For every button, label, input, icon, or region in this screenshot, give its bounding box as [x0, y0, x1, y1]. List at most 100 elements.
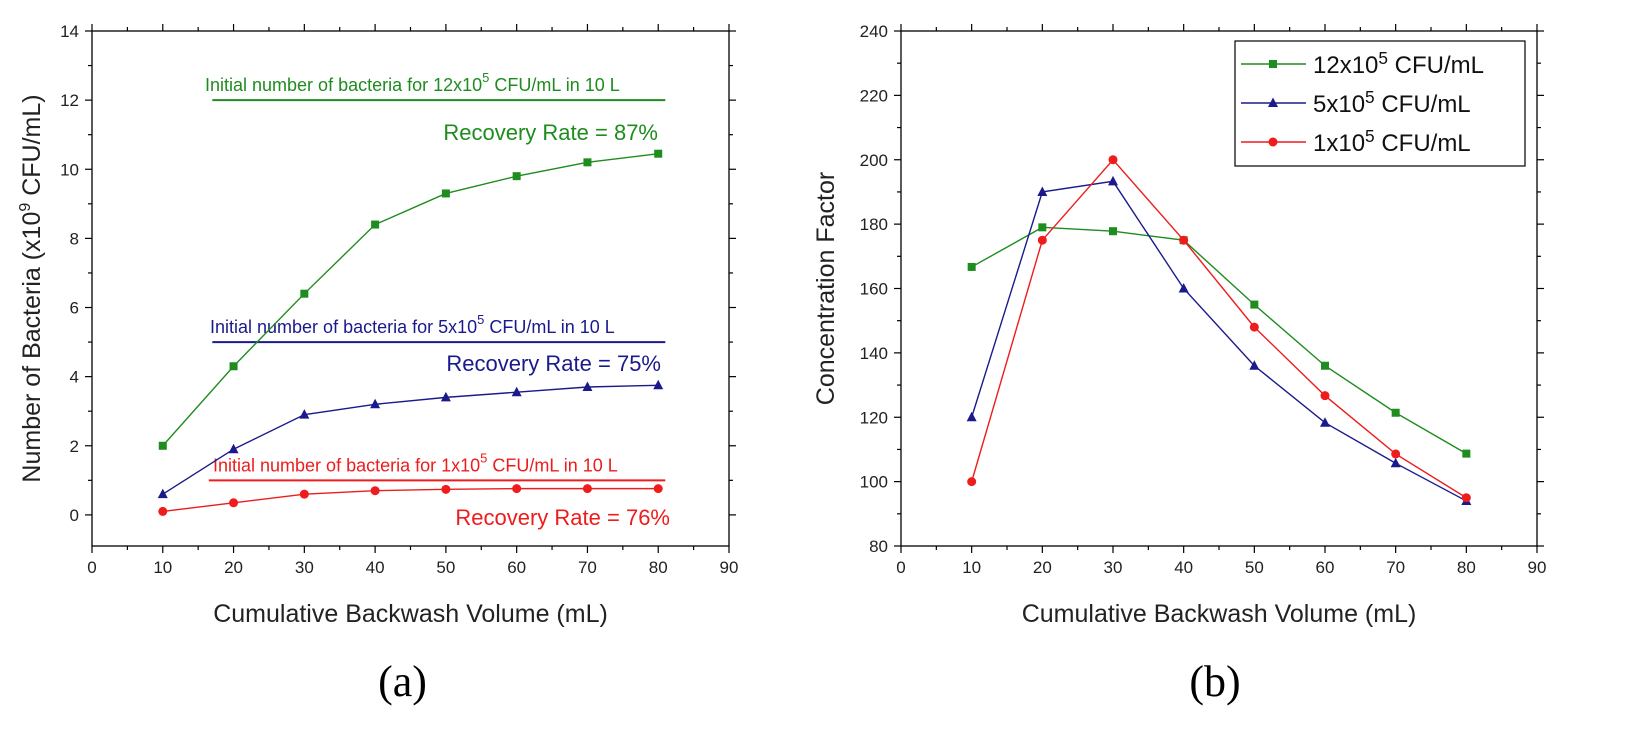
- chart-b-legend-label-text: 12x10: [1313, 52, 1378, 79]
- chart-b-legend-label: 12x105 CFU/mL: [1313, 48, 1484, 79]
- chart-b-legend-label: 1x105 CFU/mL: [1313, 126, 1471, 157]
- chart-a-y-tick-label: 4: [70, 368, 79, 387]
- chart-b-data-point: [1178, 283, 1189, 293]
- chart-b-data-point: [1320, 417, 1330, 427]
- chart-a-x-tick-label: 20: [224, 558, 243, 577]
- chart-b-y-tick-label: 80: [869, 537, 888, 556]
- chart-b-legend-label-sup: 5: [1365, 87, 1375, 107]
- chart-b-legend-label-post: CFU/mL: [1388, 52, 1484, 79]
- chart-a-y-tick-label: 12: [60, 91, 79, 110]
- chart-a-series-0: [158, 149, 663, 450]
- chart-b-x-tick-label: 50: [1245, 558, 1264, 577]
- chart-a-y-tick-label: 0: [70, 506, 79, 525]
- chart-a-data-point: [229, 498, 239, 508]
- chart-b-data-point: [1390, 457, 1401, 468]
- chart-b-x-tick-label: 30: [1104, 558, 1123, 577]
- chart-a-x-tick-label: 0: [87, 558, 96, 577]
- chart-a-data-point: [228, 443, 239, 454]
- chart-b-data-point: [1109, 227, 1117, 236]
- chart-b-y-tick-label: 120: [860, 408, 888, 427]
- chart-b-series-line: [971, 226, 1467, 455]
- chart-a-data-point: [653, 484, 663, 494]
- chart-a-reference-label: Initial number of bacteria for 12x105 CF…: [205, 70, 620, 95]
- chart-a-x-tick-label: 90: [720, 558, 739, 577]
- chart-a-reference-label-sup: 5: [482, 70, 489, 85]
- chart-b-legend-item: 1x105 CFU/mL: [1241, 126, 1471, 157]
- chart-a-series-line: [162, 384, 659, 495]
- chart-a-series-line: [162, 153, 659, 447]
- chart-a-reference-line-group: Initial number of bacteria for 5x105 CFU…: [210, 312, 666, 376]
- chart-a-data-point: [158, 441, 167, 450]
- chart-a-recovery-rate: Recovery Rate = 87%: [443, 120, 658, 145]
- chart-b-y-tick-label: 200: [860, 151, 888, 170]
- chart-b-data-point: [1037, 186, 1048, 196]
- chart-a-reference-label-post: CFU/mL in 10 L: [487, 455, 617, 475]
- chart-b-legend-item: 5x105 CFU/mL: [1241, 87, 1471, 118]
- chart-b: 0 10 20 30 40 50 60 70 80 90 80 100 120 140 160 180 200 2…: [812, 22, 1546, 706]
- chart-a-reference-label-post: CFU/mL in 10 L: [489, 75, 619, 95]
- chart-a-series-2: [158, 484, 663, 516]
- chart-a-data-point: [371, 220, 380, 229]
- chart-a-data-point: [157, 488, 168, 499]
- chart-b-series-2: [967, 155, 1471, 503]
- chart-a-x-tick-label: 60: [507, 558, 526, 577]
- chart-b-x-tick-label: 10: [962, 558, 981, 577]
- chart-b-data-point: [966, 411, 977, 422]
- chart-b-y-tick-label: 240: [860, 22, 888, 41]
- chart-b-x-tick-label: 0: [896, 558, 905, 577]
- chart-b-data-point: [1037, 235, 1047, 245]
- chart-b-data-point: [967, 262, 976, 271]
- chart-b-x-axis-title: Cumulative Backwash Volume (mL): [1022, 600, 1417, 628]
- chart-a-panel-label: (a): [378, 657, 427, 706]
- chart-a-data-point: [512, 484, 522, 494]
- chart-b-data-point: [1108, 175, 1118, 186]
- chart-b-data-point: [1249, 360, 1260, 370]
- chart-a-data-point: [299, 489, 309, 499]
- chart-b-data-point: [1462, 449, 1471, 458]
- chart-b-data-point: [1391, 449, 1401, 459]
- chart-a-data-point: [158, 506, 168, 516]
- chart-b-legend-swatch-marker: [1268, 97, 1278, 107]
- chart-b-y-tick-label: 100: [860, 473, 888, 492]
- chart-b-legend-swatch-marker: [1268, 137, 1278, 147]
- chart-a-data-point: [583, 158, 592, 167]
- chart-b-y-tick-label: 160: [860, 280, 888, 299]
- chart-b-x-tick-label: 40: [1174, 558, 1193, 577]
- chart-a-series-line: [162, 487, 659, 513]
- chart-a-data-point: [300, 289, 309, 298]
- chart-b-series-line: [970, 158, 1467, 499]
- chart-a-x-tick-label: 40: [366, 558, 385, 577]
- chart-a-reference-line-group: Initial number of bacteria for 12x105 CF…: [205, 70, 666, 145]
- chart-b-y-axis-title: Concentration Factor: [812, 172, 840, 405]
- chart-b-legend-label-post: CFU/mL: [1375, 91, 1471, 118]
- chart-a-recovery-rate: Recovery Rate = 75%: [446, 351, 661, 376]
- chart-a-x-tick-label: 70: [578, 558, 597, 577]
- chart-b-y-tick-label: 220: [860, 86, 888, 105]
- chart-b-data-point: [1321, 361, 1329, 370]
- chart-a-data-point: [582, 381, 593, 392]
- chart-a-reference-label-post: CFU/mL in 10 L: [484, 317, 614, 337]
- chart-a-data-point: [654, 149, 663, 158]
- chart-b-legend-label: 5x105 CFU/mL: [1313, 87, 1471, 118]
- chart-a-x-tick-label: 50: [436, 558, 455, 577]
- chart-a-y-tick-label: 2: [70, 437, 79, 456]
- chart-a-data-point: [582, 484, 592, 494]
- chart-a-reference-label-text: Initial number of bacteria for 12x10: [205, 75, 482, 95]
- chart-a-data-point: [299, 409, 310, 419]
- chart-a-y-tick-label: 6: [70, 299, 79, 318]
- chart-a-x-tick-label: 80: [649, 558, 668, 577]
- chart-b-series-line: [970, 180, 1467, 502]
- chart-a-reference-line-group: Initial number of bacteria for 1x105 CFU…: [208, 450, 670, 530]
- chart-b-y-tick-label: 140: [860, 344, 888, 363]
- chart-b-legend-label-text: 1x10: [1313, 130, 1365, 157]
- chart-a-y-axis-title-sup: 9: [17, 203, 34, 212]
- chart-b-data-point: [1461, 493, 1471, 503]
- chart-b-x-tick-label: 70: [1386, 558, 1405, 577]
- chart-a-y-axis-title-unit: CFU/mL): [18, 94, 46, 202]
- chart-b-y-tick-label: 180: [860, 215, 888, 234]
- chart-b-data-point: [1320, 391, 1330, 401]
- chart-b-x-tick-label: 80: [1457, 558, 1476, 577]
- chart-b-legend-label-text: 5x10: [1313, 91, 1365, 118]
- chart-a-y-axis-title: Number of Bacteria (x109 CFU/mL): [17, 94, 46, 482]
